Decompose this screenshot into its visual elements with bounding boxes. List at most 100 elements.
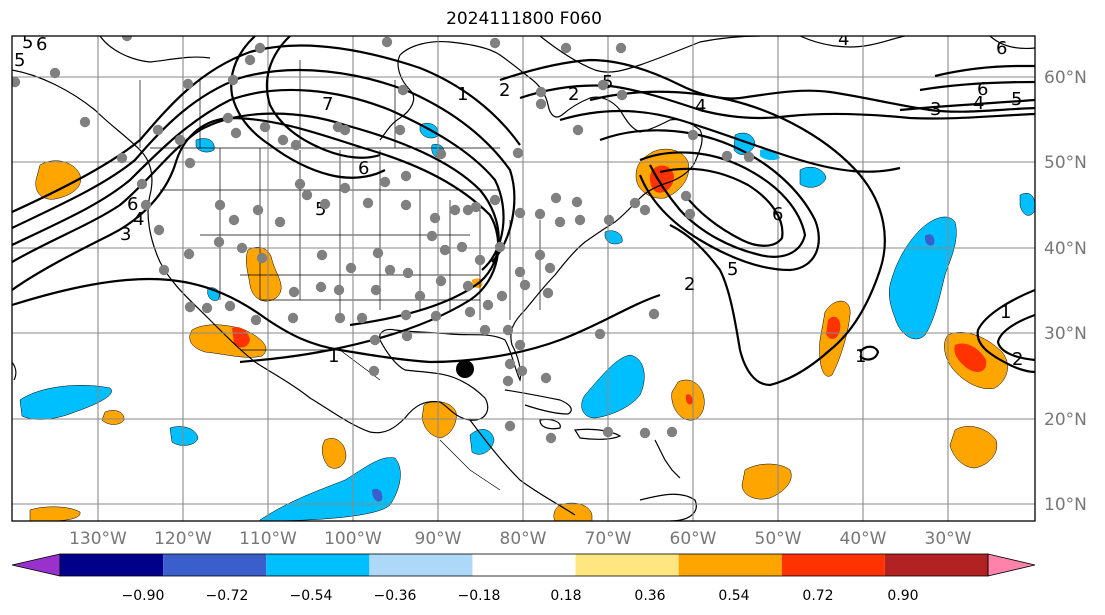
station-dot <box>502 324 514 336</box>
station-dot <box>315 281 327 293</box>
map-title: 2024111800 F060 <box>446 9 602 29</box>
station-dot <box>301 189 313 201</box>
station-dot <box>603 214 615 226</box>
colorbar-labels: −0.90 −0.72 −0.54 −0.36 −0.18 0.18 0.36 … <box>122 588 919 604</box>
station-dot <box>244 54 256 66</box>
station-dot <box>136 178 148 190</box>
lat-label: 30°N <box>1044 324 1087 344</box>
station-dot <box>228 214 240 226</box>
station-dot <box>429 212 441 224</box>
colorbar-tick-label: −0.54 <box>290 588 333 604</box>
lon-label: 110°W <box>239 529 297 549</box>
station-dot <box>356 312 368 324</box>
station-dot <box>542 287 554 299</box>
lon-label: 30°W <box>925 529 972 549</box>
station-dot <box>474 254 486 266</box>
station-dot <box>426 230 438 242</box>
station-dot <box>368 365 380 377</box>
station-dot <box>602 426 614 438</box>
station-dot <box>397 84 409 96</box>
station-dot <box>516 365 528 377</box>
station-dot <box>140 199 152 211</box>
colorbar-tick-label: −0.18 <box>458 588 501 604</box>
contour-label: 6 <box>772 204 783 225</box>
station-dot <box>721 150 733 162</box>
contour-label: 1 <box>457 84 468 105</box>
station-dot <box>12 76 21 88</box>
lat-label: 20°N <box>1044 410 1087 430</box>
station-dot <box>213 236 225 248</box>
station-dot <box>519 279 531 291</box>
colorbar-tick-label: 0.72 <box>802 588 833 604</box>
contour-label: 5 <box>602 72 613 93</box>
colorbar-segment <box>266 554 370 576</box>
station-dot <box>277 134 289 146</box>
station-dot <box>201 302 213 314</box>
station-dot <box>294 178 306 190</box>
station-dot <box>550 192 562 204</box>
station-dot <box>316 249 328 261</box>
contour-label: 5 <box>14 50 25 71</box>
station-dot <box>384 264 396 276</box>
contour-label: 4 <box>838 29 849 50</box>
station-dot <box>535 86 547 98</box>
colorbar-tick-label: 0.36 <box>634 588 665 604</box>
contour-label: 2 <box>684 274 695 295</box>
colorbar-extend-min <box>11 553 61 577</box>
station-dot <box>319 198 331 210</box>
lon-label: 100°W <box>324 529 382 549</box>
contour-label: 2 <box>1012 349 1023 370</box>
station-dot <box>534 249 546 261</box>
colorbar-segment <box>678 554 782 576</box>
station-dot <box>79 116 91 128</box>
station-dot <box>333 284 345 296</box>
station-dot <box>121 36 133 42</box>
station-dot <box>414 290 426 302</box>
station-dot <box>274 216 286 228</box>
colorbar-tick-label: 0.90 <box>887 588 918 604</box>
station-dot <box>152 124 164 136</box>
lon-label: 120°W <box>154 529 212 549</box>
station-dot <box>430 310 442 322</box>
lon-label: 80°W <box>500 529 547 549</box>
station-dot <box>252 204 264 216</box>
colorbar <box>11 553 1036 577</box>
station-dot <box>489 37 501 49</box>
station-dot <box>224 300 236 312</box>
station-dot <box>184 301 196 313</box>
latitude-labels: 60°N 50°N 40°N 30°N 20°N 10°N <box>1044 68 1087 515</box>
station-dot <box>250 314 262 326</box>
colorbar-segment <box>575 554 679 576</box>
station-dot <box>743 151 755 163</box>
station-dot <box>345 262 357 274</box>
contour-label: 2 <box>499 80 510 101</box>
station-dot <box>400 199 412 211</box>
station-dot <box>514 266 526 278</box>
colorbar-segment <box>369 554 473 576</box>
contour-label: 4 <box>973 93 984 114</box>
lon-label: 40°W <box>840 529 887 549</box>
station-dot <box>230 127 242 139</box>
station-dot <box>684 208 696 220</box>
colorbar-tick-label: 0.54 <box>718 588 749 604</box>
station-dot <box>381 36 393 48</box>
station-dot <box>554 216 566 228</box>
lat-label: 60°N <box>1044 68 1087 88</box>
station-dot <box>435 275 447 287</box>
contour-label-group: 1 2 3 4 5 6 4 5 6 2 1 2 1 1 2 5 6 3 4 5 … <box>14 29 1023 370</box>
station-dot <box>372 247 384 259</box>
station-dot <box>290 139 302 151</box>
colorbar-tick-label: −0.90 <box>122 588 165 604</box>
colorbar-outline <box>59 553 989 577</box>
station-dot <box>394 124 406 136</box>
contour-label: 5 <box>727 259 738 280</box>
station-dot <box>236 242 248 254</box>
station-dot <box>470 201 482 213</box>
station-dot <box>535 98 547 110</box>
colorbar-segment <box>781 554 885 576</box>
station-dot <box>379 176 391 188</box>
colorbar-extend-max <box>987 553 1036 577</box>
station-dot <box>479 324 491 336</box>
station-dot <box>560 42 572 54</box>
